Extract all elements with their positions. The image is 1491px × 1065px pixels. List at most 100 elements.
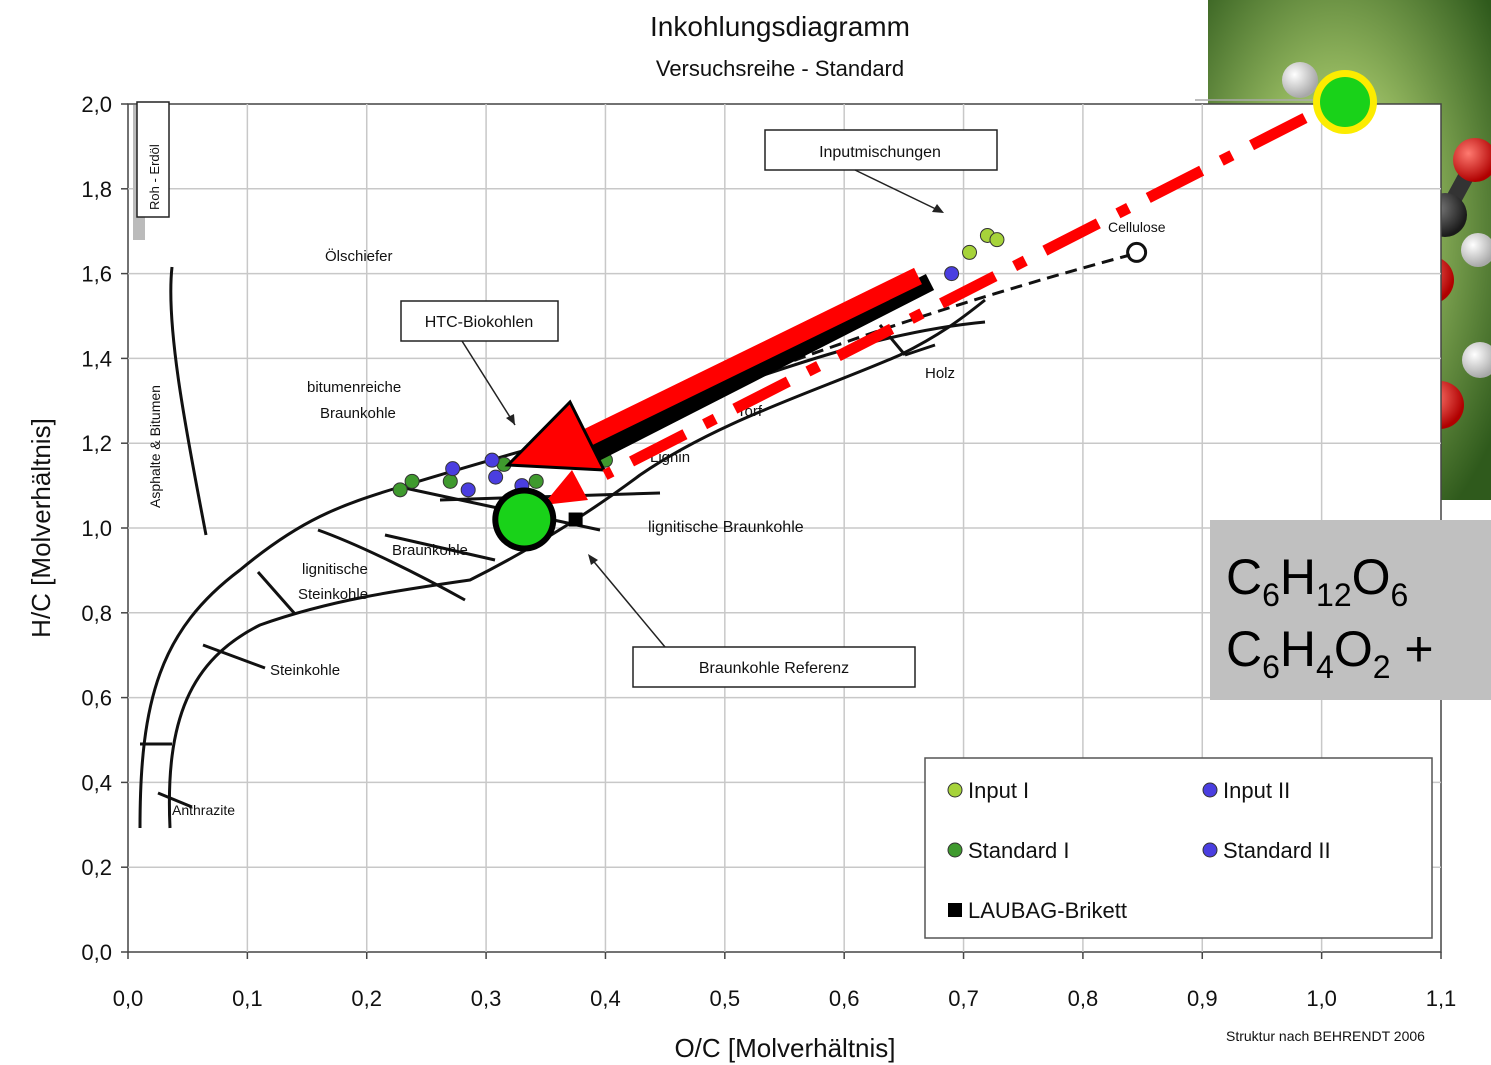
x-tick-label: 1,0 xyxy=(1306,986,1337,1011)
oelschiefer-label: Ölschiefer xyxy=(325,247,393,265)
x-tick-label: 1,1 xyxy=(1426,986,1457,1011)
lignin-label: Lignin xyxy=(650,449,690,466)
data-point xyxy=(460,482,476,498)
data-point xyxy=(442,473,458,489)
data-point xyxy=(989,232,1005,248)
lign-braunkohle-label: lignitische Braunkohle xyxy=(648,519,804,536)
formula-2-o-count: 2 xyxy=(1372,649,1391,685)
data-point xyxy=(568,512,583,527)
legend-label: Input II xyxy=(1223,778,1290,803)
chart-subtitle: Versuchsreihe - Standard xyxy=(656,56,904,81)
lign-steinkohle-label-1: lignitische xyxy=(302,561,368,578)
formula-line-2: C6H4O2 + xyxy=(1226,620,1434,686)
y-tick-label: 2,0 xyxy=(81,92,112,117)
y-tick-label: 0,4 xyxy=(81,770,112,795)
x-axis-label: O/C [Molverhältnis] xyxy=(674,1033,895,1063)
series-laubag-brikett xyxy=(568,512,583,527)
x-tick-label: 0,2 xyxy=(351,986,382,1011)
x-tick-label: 0,3 xyxy=(471,986,502,1011)
y-tick-label: 0,2 xyxy=(81,855,112,880)
bitumen-label-2: Braunkohle xyxy=(320,405,396,422)
data-point xyxy=(484,452,500,468)
data-point xyxy=(404,473,420,489)
y-tick-label: 0,0 xyxy=(81,940,112,965)
legend: Input I Input II Standard I Standard II LAUB… xyxy=(924,757,1433,939)
roh-erdoel-box xyxy=(136,101,170,218)
htc-label: HTC-Biokohlen xyxy=(425,314,533,331)
y-axis: 0,0 0,2 0,4 0,6 0,8 1,0 1,2 1,4 1,6 1,8 2,0 xyxy=(81,92,128,965)
y-axis-label: H/C [Molverhältnis] xyxy=(26,418,56,638)
x-tick-label: 0,0 xyxy=(113,986,144,1011)
x-tick-label: 0,4 xyxy=(590,986,621,1011)
x-tick-label: 0,1 xyxy=(232,986,263,1011)
legend-label: Standard II xyxy=(1223,838,1331,863)
formula-1-c: C xyxy=(1226,549,1263,605)
legend-label: LAUBAG-Brikett xyxy=(968,898,1127,923)
chart-title: Inkohlungsdiagramm xyxy=(650,11,910,42)
formula-1-c-count: 6 xyxy=(1262,577,1280,613)
roh-erdoel-label: Roh - Erdöl xyxy=(147,144,162,210)
y-tick-label: 1,4 xyxy=(81,346,112,371)
x-axis: 0,0 0,1 0,2 0,3 0,4 0,5 0,6 0,7 0,8 0,9 1,0 1,1 xyxy=(113,952,1457,1011)
formula-2-c: C xyxy=(1226,621,1263,677)
y-tick-label: 0,8 xyxy=(81,601,112,626)
formula-1-o-count: 6 xyxy=(1390,577,1409,613)
cellulose-dashed-line xyxy=(599,253,1131,440)
x-tick-label: 0,9 xyxy=(1187,986,1218,1011)
braunkohle-label: Braunkohle xyxy=(392,542,468,559)
steinkohle-label: Steinkohle xyxy=(270,662,340,679)
cellulose-point xyxy=(1126,241,1148,263)
data-point xyxy=(445,461,461,477)
highlight-point xyxy=(498,493,551,546)
data-point xyxy=(528,473,544,489)
holz-label: Holz xyxy=(925,365,955,382)
braunkohle-referenz-box xyxy=(632,646,916,688)
x-tick-label: 0,7 xyxy=(948,986,979,1011)
x-tick-label: 0,5 xyxy=(710,986,741,1011)
formula-1-h: H xyxy=(1279,549,1317,605)
anthrazite-label: Anthrazite xyxy=(172,802,235,818)
y-tick-label: 1,2 xyxy=(81,431,112,456)
formula-2-c-count: 6 xyxy=(1262,649,1280,685)
cellulose-label: Cellulose xyxy=(1108,219,1166,235)
bitumen-label-1: bitumenreiche xyxy=(307,379,401,396)
x-tick-label: 0,6 xyxy=(829,986,860,1011)
inputmischungen-label: Inputmischungen xyxy=(819,144,941,161)
braunkohle-referenz-label: Braunkohle Referenz xyxy=(699,660,849,677)
x-tick-label: 0,8 xyxy=(1068,986,1099,1011)
red-solid-arrow xyxy=(504,267,935,472)
legend-marker xyxy=(1202,842,1218,858)
formula-2-plus: + xyxy=(1390,621,1434,677)
series-input-i xyxy=(962,227,1005,260)
series-standard-i xyxy=(392,452,613,498)
legend-label: Standard I xyxy=(968,838,1070,863)
molecule-highlight-point xyxy=(1320,77,1370,127)
formula-1-o: O xyxy=(1351,549,1391,605)
y-tick-label: 1,8 xyxy=(81,177,112,202)
series-input-ii xyxy=(944,266,960,282)
red-dashdot-arrow xyxy=(543,113,1308,505)
y-tick-label: 1,6 xyxy=(81,262,112,287)
legend-label: Input I xyxy=(968,778,1029,803)
data-point xyxy=(392,482,408,498)
formula-1-h-count: 12 xyxy=(1316,577,1352,613)
formula-line-1: C6H12O6 xyxy=(1226,548,1408,614)
y-tick-label: 0,6 xyxy=(81,686,112,711)
legend-marker xyxy=(947,842,963,858)
legend-marker xyxy=(947,782,963,798)
cellulose-marker xyxy=(1126,241,1148,263)
formula-2-h-count: 4 xyxy=(1316,649,1334,685)
htc-box xyxy=(400,300,559,342)
asphalte-label: Asphalte & Bitumen xyxy=(147,385,163,508)
legend-marker xyxy=(1202,782,1218,798)
source-note: Struktur nach BEHRENDT 2006 xyxy=(1226,1028,1425,1044)
y-tick-label: 1,0 xyxy=(81,516,112,541)
legend-marker xyxy=(948,903,962,917)
lign-steinkohle-label-2: Steinkohle xyxy=(298,586,368,603)
data-point xyxy=(962,244,978,260)
formula-2-h: H xyxy=(1279,621,1317,677)
data-point xyxy=(944,266,960,282)
data-point xyxy=(488,469,504,485)
formula-box: C6H12O6 C6H4O2 + xyxy=(1210,520,1491,700)
formula-2-o: O xyxy=(1333,621,1373,677)
